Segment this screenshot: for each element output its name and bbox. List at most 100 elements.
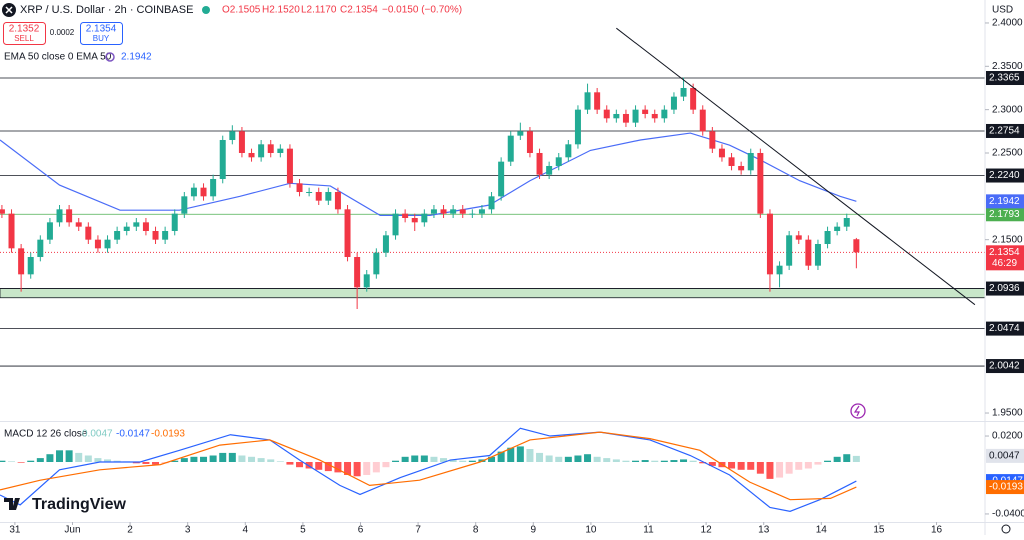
candle-body: [306, 191, 313, 193]
macd-histogram-bar: [584, 454, 592, 462]
candle-body: [402, 213, 409, 218]
macd-histogram-bar: [257, 458, 265, 462]
last-price-box: [986, 245, 1024, 271]
macd-hist-value: 0.0047: [82, 429, 113, 440]
candle-body: [94, 239, 101, 249]
y-tick-label: 2.3500: [992, 61, 1023, 72]
sell-button[interactable]: [3, 22, 46, 45]
ohlc-low: L2.1170: [301, 5, 337, 16]
macd-histogram-bar: [545, 455, 553, 462]
candle-body: [37, 239, 44, 258]
macd-histogram-bar: [680, 459, 688, 462]
x-tick-label: 14: [816, 525, 828, 535]
candle-body: [766, 213, 773, 275]
candle-body: [133, 222, 140, 227]
macd-histogram-bar: [632, 460, 640, 462]
macd-histogram-bar: [766, 462, 774, 479]
macd-histogram-bar: [0, 460, 6, 462]
macd-histogram-bar: [852, 455, 860, 462]
countdown: 46:29: [992, 258, 1017, 269]
candle-body: [334, 191, 341, 210]
level-label-box: [986, 281, 1024, 296]
macd-histogram-bar: [526, 449, 534, 462]
x-tick-label: 7: [415, 525, 421, 535]
macd-histogram-bar: [200, 456, 208, 462]
y-tick-label: 2.3000: [992, 104, 1023, 115]
candle-body: [555, 157, 562, 166]
candle-body: [498, 161, 505, 197]
candle-body: [411, 217, 418, 223]
macd-histogram-bar: [372, 462, 380, 473]
candle-body: [574, 109, 581, 145]
candle-body: [267, 144, 274, 153]
candle-body: [814, 244, 821, 266]
candle-body: [526, 131, 533, 153]
y-tick-label: 2.2500: [992, 148, 1023, 159]
macd-histogram-bar: [94, 458, 102, 462]
candle-body: [795, 235, 802, 240]
symbol-logo-mark: [5, 6, 13, 14]
plot: [0, 27, 986, 512]
candle-body: [440, 209, 447, 214]
currency: USD: [992, 5, 1013, 16]
buy-button[interactable]: [80, 22, 123, 45]
candle-body: [642, 109, 649, 114]
symbol: XRP / U.S. Dollar · 2h · COINBASE: [20, 4, 193, 16]
candle-body: [613, 113, 620, 119]
macd-histogram-bar: [382, 462, 390, 468]
signal-label: -0.0193: [989, 482, 1023, 493]
candle-body: [46, 222, 53, 240]
macd-histogram-bar: [459, 460, 467, 462]
macd-histogram-bar: [699, 462, 707, 464]
candle-body: [565, 144, 572, 158]
candle-body: [622, 113, 629, 123]
candle-body: [680, 87, 687, 97]
macd-histogram-bar: [488, 456, 496, 462]
x-tick-label: 3: [185, 525, 191, 535]
candle-body: [546, 165, 553, 175]
ema-value: 2.1942: [121, 52, 152, 63]
level-label-box: [986, 71, 1024, 86]
candle-body: [200, 187, 207, 197]
level-label: 2.2754: [989, 126, 1020, 137]
macd-histogram-bar: [305, 462, 313, 469]
macd-histogram-bar: [622, 460, 630, 462]
trendline: [616, 27, 976, 306]
histogram-label-box: [986, 448, 1024, 463]
macd-histogram-bar: [728, 462, 736, 469]
macd-histogram-bar: [334, 462, 342, 473]
macd-histogram-bar: [401, 456, 409, 462]
macd-histogram-bar: [142, 462, 150, 464]
ohlc-change: −0.0150 (−0.70%): [382, 5, 462, 16]
ema-icon[interactable]: [105, 52, 115, 62]
candle-body: [661, 109, 668, 119]
macd-histogram-bar: [219, 452, 227, 462]
macd-histogram-bar: [468, 460, 476, 462]
candle-body: [277, 148, 284, 153]
signal-label-box: [986, 480, 1024, 495]
alert-icon[interactable]: [850, 403, 866, 419]
settings-icon[interactable]: [1001, 524, 1011, 534]
macd-histogram-bar: [689, 460, 697, 462]
sell-label[interactable]: SELL: [14, 34, 34, 43]
macd-histogram-bar: [555, 456, 563, 462]
candle-body: [478, 209, 485, 214]
candle-body: [459, 209, 466, 214]
candle-body: [450, 209, 457, 214]
sell-price[interactable]: 2.1352: [9, 24, 40, 35]
ohlc-close: C2.1354: [340, 5, 378, 16]
y-tick-label: 1.9500: [992, 408, 1023, 419]
macd-histogram-bar: [785, 462, 793, 474]
buy-label[interactable]: BUY: [93, 34, 110, 43]
macd-histogram-bar: [756, 462, 764, 474]
candle-body: [709, 131, 716, 149]
brand: TradingView: [32, 496, 127, 513]
buy-price[interactable]: 2.1354: [86, 24, 117, 35]
macd-histogram-bar: [238, 455, 246, 462]
x-tick-label: 4: [243, 525, 249, 535]
macd-histogram-bar: [190, 456, 198, 462]
macd-histogram-bar: [344, 462, 352, 475]
macd-histogram-bar: [833, 456, 841, 462]
macd-histogram-bar: [392, 460, 400, 462]
candle-body: [229, 131, 236, 140]
